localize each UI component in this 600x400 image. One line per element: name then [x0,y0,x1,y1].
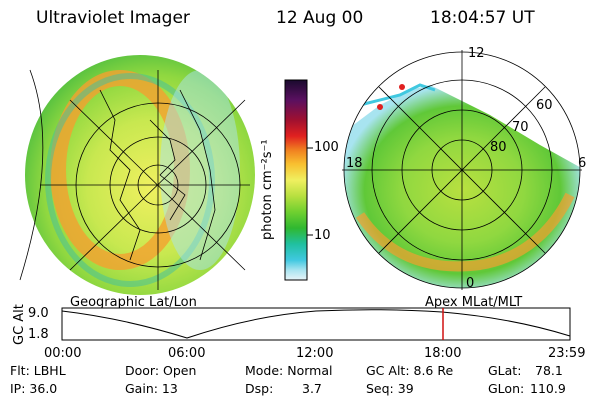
geographic-aurora-image [19,55,255,295]
timeline-xtick-0600: 06:00 [168,346,206,361]
timeline-plot [61,307,571,341]
info-gain: Gain: 13 [125,381,178,396]
info-seq: Seq: 39 [366,381,414,396]
mlt-label-12: 12 [468,46,485,61]
date-label: 12 Aug 00 [276,8,364,28]
info-door: Door: Open [125,363,197,378]
info-filter: Flt: LBHL [10,363,66,378]
colorbar-tick-100: 100 [314,140,339,155]
time-label: 18:04:57 UT [430,8,535,28]
colorbar-tick-10: 10 [314,228,331,243]
info-ip: IP: 36.0 [10,381,58,396]
timeline-ylabel: GC Alt [12,304,27,345]
mlt-label-0: 0 [466,276,475,291]
timeline-ytick-1-8: 1.8 [28,327,49,342]
polar-aurora-plot [342,50,582,290]
colorbar-unit-label: photon cm⁻²s⁻¹ [260,139,275,240]
info-glon-value: 110.9 [530,381,566,396]
geographic-caption: Geographic Lat/Lon [70,295,197,310]
info-glat-value: 78.1 [535,363,563,378]
timeline-xtick-1800: 18:00 [424,346,462,361]
timeline-xtick-1200: 12:00 [296,346,334,361]
instrument-title: Ultraviolet Imager [36,8,190,28]
colorbar [284,79,313,281]
timeline-xtick-2359: 23:59 [548,346,586,361]
mlat-label-70: 70 [512,120,529,135]
timeline-xtick-0000: 00:00 [44,346,82,361]
timeline-ytick-9: 9.0 [28,306,49,321]
apex-caption: Apex MLat/MLT [425,295,523,310]
mlt-label-18: 18 [346,156,363,171]
mlat-label-60: 60 [536,98,553,113]
info-mode: Mode: Normal [245,363,333,378]
info-glon-label: GLon: [488,381,525,396]
mlat-label-80: 80 [490,140,507,155]
mlt-label-6: 6 [578,156,587,171]
info-dsp-value: 3.7 [302,381,322,396]
info-gc-alt: GC Alt: 8.6 Re [366,363,454,378]
info-glat-label: GLat: [488,363,522,378]
info-dsp-label: Dsp: [245,381,274,396]
